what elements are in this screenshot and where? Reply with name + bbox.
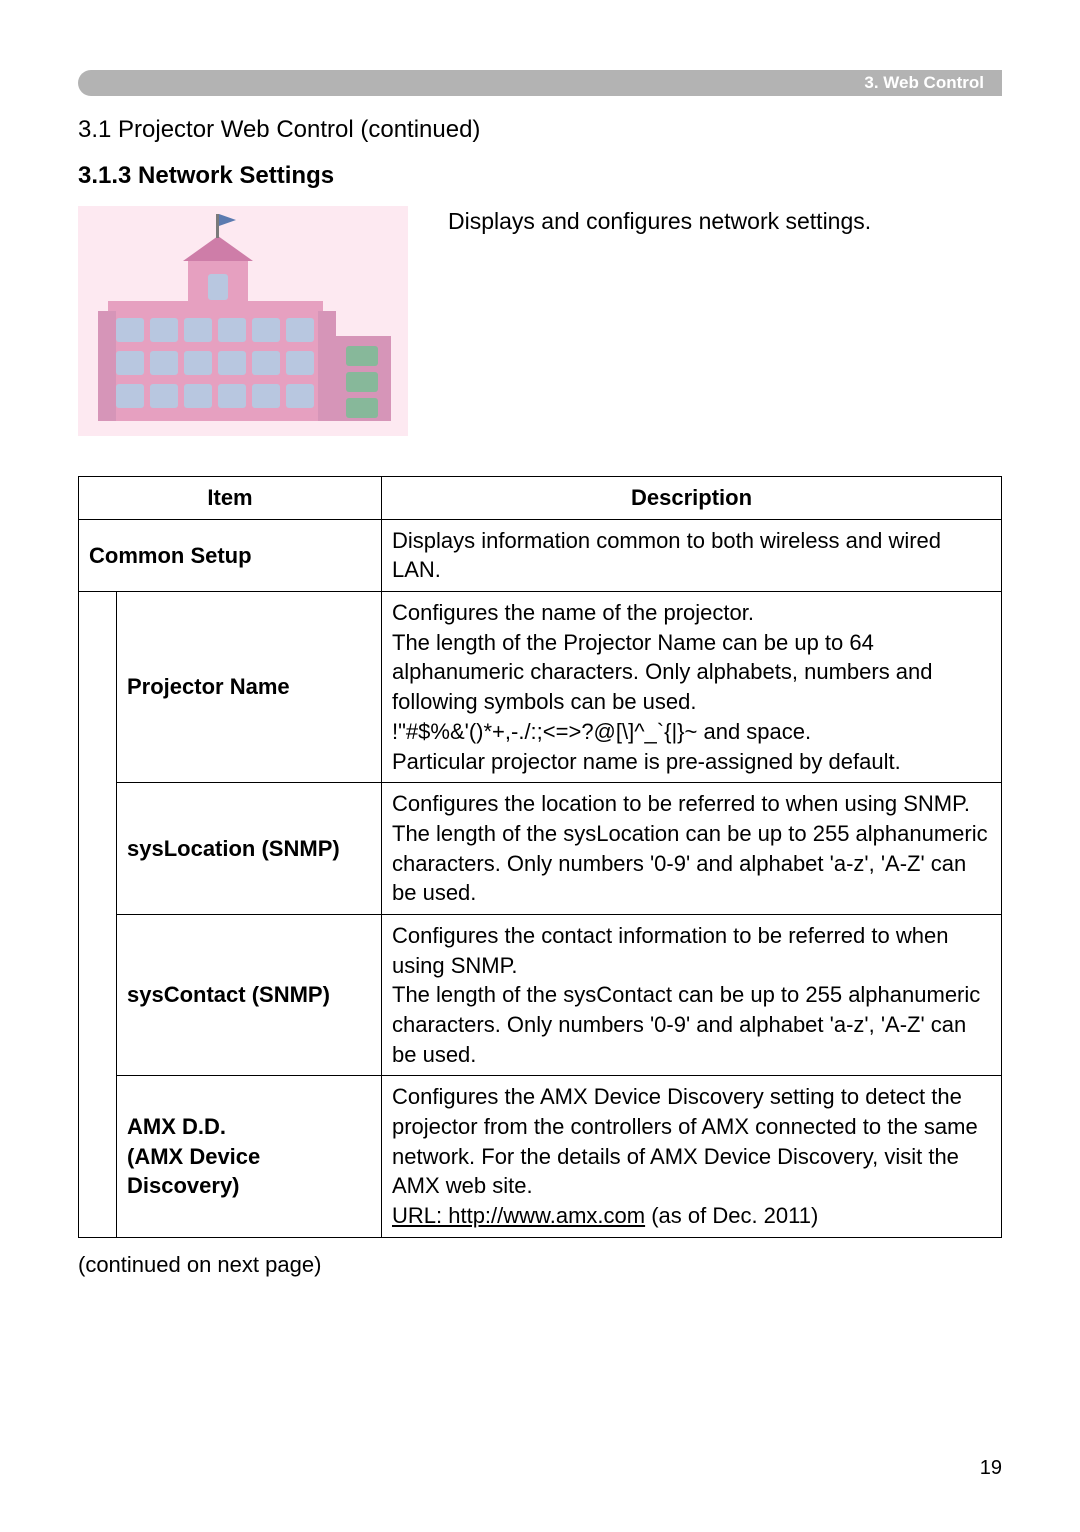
cell-description: Configures the location to be referred t…: [382, 783, 1002, 915]
table-row: Projector Name Configures the name of th…: [79, 592, 1002, 783]
cell-item: Common Setup: [79, 519, 382, 591]
table-row: sysContact (SNMP) Configures the contact…: [79, 914, 1002, 1075]
table-header-item: Item: [79, 477, 382, 520]
chapter-header: 3. Web Control: [78, 70, 1002, 96]
table-row: sysLocation (SNMP) Configures the locati…: [79, 783, 1002, 915]
cell-item: AMX D.D. (AMX Device Discovery): [117, 1076, 382, 1237]
continued-note: (continued on next page): [78, 1252, 1002, 1278]
cell-item: sysContact (SNMP): [117, 914, 382, 1075]
settings-table: Item Description Common Setup Displays i…: [78, 476, 1002, 1238]
building-icon: [78, 206, 408, 436]
cell-item: sysLocation (SNMP): [117, 783, 382, 915]
cell-desc-pre: Configures the AMX Device Discovery sett…: [392, 1084, 978, 1198]
table-header-description: Description: [382, 477, 1002, 520]
subsection-title: 3.1.3 Network Settings: [78, 162, 1002, 190]
cell-description: Configures the AMX Device Discovery sett…: [382, 1076, 1002, 1237]
cell-description: Displays information common to both wire…: [382, 519, 1002, 591]
table-row: AMX D.D. (AMX Device Discovery) Configur…: [79, 1076, 1002, 1237]
chapter-label: 3. Web Control: [864, 73, 984, 93]
cell-desc-post: (as of Dec. 2011): [645, 1203, 818, 1228]
cell-spacer: [79, 592, 117, 1238]
cell-description: Configures the name of the projector. Th…: [382, 592, 1002, 783]
table-row: Common Setup Displays information common…: [79, 519, 1002, 591]
intro-text: Displays and configures network settings…: [448, 206, 871, 235]
page-number: 19: [980, 1457, 1002, 1480]
amx-url[interactable]: URL: http://www.amx.com: [392, 1203, 645, 1228]
section-title: 3.1 Projector Web Control (continued): [78, 116, 1002, 144]
cell-item: Projector Name: [117, 592, 382, 783]
cell-description: Configures the contact information to be…: [382, 914, 1002, 1075]
